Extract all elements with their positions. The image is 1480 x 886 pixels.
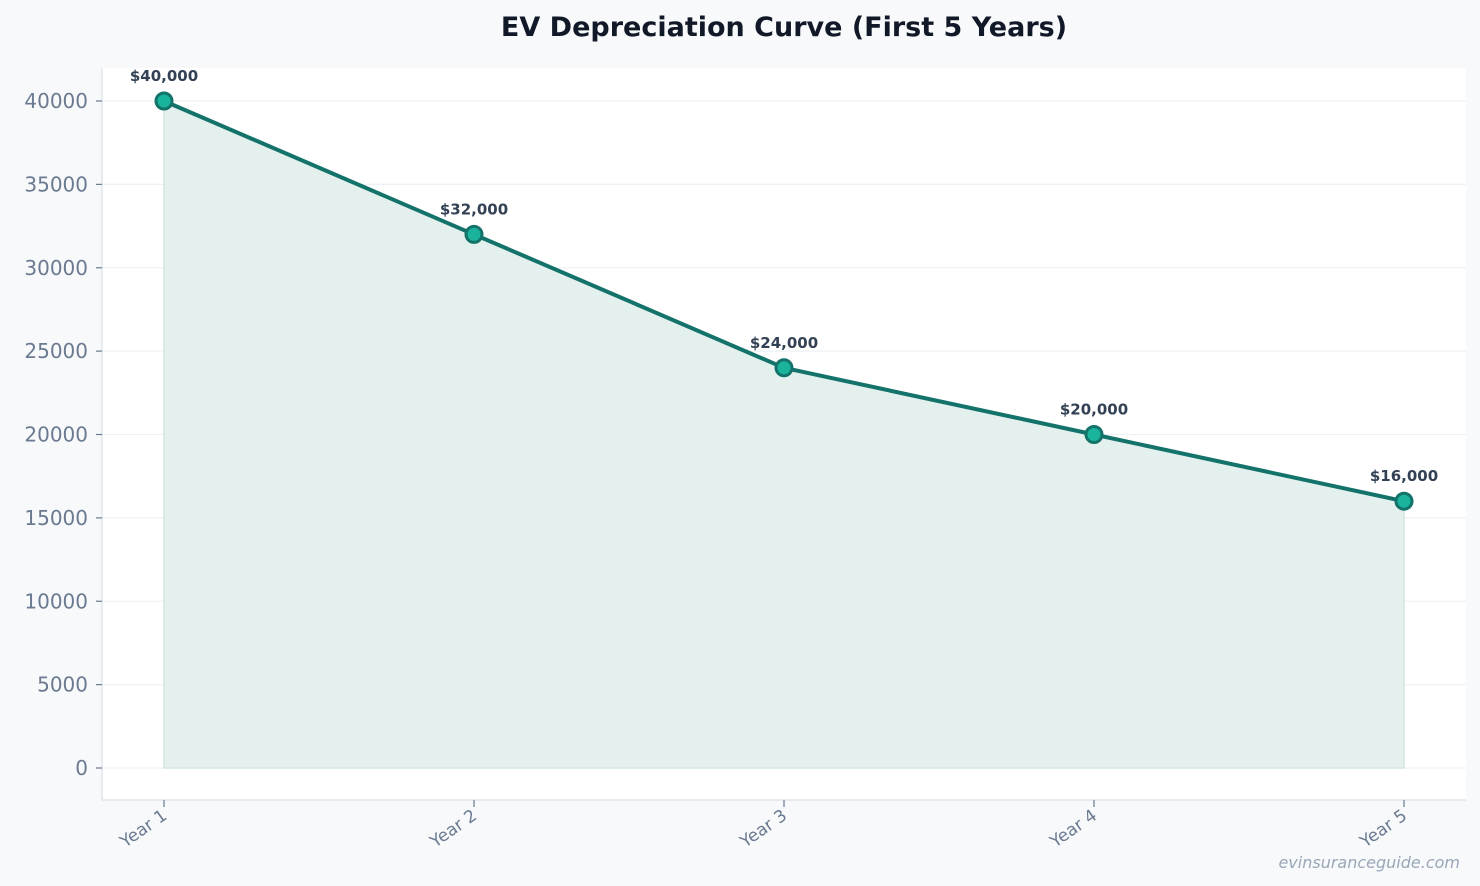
watermark: evinsuranceguide.com xyxy=(1278,853,1460,872)
y-tick-label: 0 xyxy=(75,756,88,780)
data-point xyxy=(1084,425,1104,444)
data-point xyxy=(464,224,484,244)
y-tick-label: 10000 xyxy=(24,589,88,613)
data-labels: $40,000 $32,000 $24,000 $20,000 $16,000 xyxy=(130,67,1438,485)
data-label: $32,000 xyxy=(440,200,508,218)
y-axis-ticks: 0 5000 10000 15000 20000 25000 30000 35000 40000 xyxy=(24,89,102,780)
data-point xyxy=(1394,491,1414,511)
data-label: $16,000 xyxy=(1370,467,1438,485)
y-tick-label: 30000 xyxy=(24,256,88,280)
data-label: $20,000 xyxy=(1060,401,1128,419)
chart-title: EV Depreciation Curve (First 5 Years) xyxy=(501,12,1067,43)
data-points xyxy=(154,91,1414,511)
y-tick-label: 5000 xyxy=(37,673,88,697)
data-point xyxy=(774,358,794,378)
data-label: $24,000 xyxy=(750,334,818,352)
data-point xyxy=(154,91,174,111)
y-tick-label: 20000 xyxy=(24,423,88,447)
y-tick-label: 25000 xyxy=(24,339,88,363)
y-tick-label: 15000 xyxy=(24,506,88,530)
data-label: $40,000 xyxy=(130,67,198,85)
y-tick-label: 40000 xyxy=(24,89,88,113)
y-tick-label: 35000 xyxy=(24,172,88,196)
